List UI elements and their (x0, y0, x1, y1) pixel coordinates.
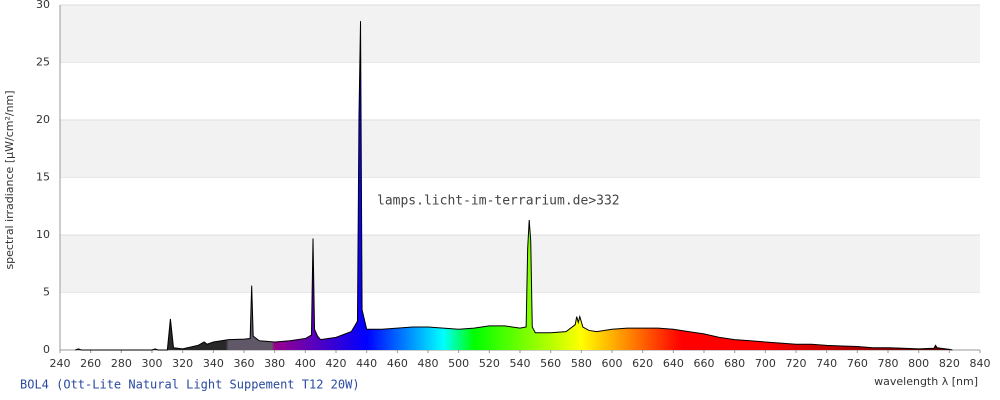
y-tick-label: 20 (36, 113, 50, 126)
x-tick-label: 520 (479, 357, 500, 370)
x-tick-label: 820 (939, 357, 960, 370)
x-tick-label: 740 (816, 357, 837, 370)
x-tick-label: 640 (663, 357, 684, 370)
x-tick-label: 600 (602, 357, 623, 370)
grid-band (60, 235, 980, 293)
chart-title: BOL4 (Ott-Lite Natural Light Suppement T… (20, 378, 360, 392)
x-tick-label: 280 (111, 357, 132, 370)
grid-band (60, 5, 980, 63)
x-tick-label: 560 (540, 357, 561, 370)
y-tick-label: 10 (36, 228, 50, 241)
x-tick-label: 320 (172, 357, 193, 370)
x-tick-label: 340 (203, 357, 224, 370)
x-tick-label: 760 (847, 357, 868, 370)
x-tick-label: 800 (908, 357, 929, 370)
y-tick-label: 25 (36, 56, 50, 69)
x-tick-label: 500 (448, 357, 469, 370)
x-tick-label: 660 (694, 357, 715, 370)
x-tick-label: 700 (755, 357, 776, 370)
spectrum-line (75, 21, 953, 351)
x-tick-label: 240 (50, 357, 71, 370)
x-tick-label: 720 (786, 357, 807, 370)
grid-band (60, 120, 980, 178)
y-tick-label: 15 (36, 171, 50, 184)
x-tick-label: 360 (234, 357, 255, 370)
x-tick-label: 580 (571, 357, 592, 370)
x-tick-label: 460 (387, 357, 408, 370)
y-axis-label: spectral irradiance [µW/cm²/nm] (3, 90, 16, 269)
x-tick-label: 440 (356, 357, 377, 370)
x-tick-label: 780 (878, 357, 899, 370)
x-tick-label: 300 (142, 357, 163, 370)
y-tick-label: 0 (43, 343, 50, 356)
x-tick-label: 400 (295, 357, 316, 370)
y-tick-label: 30 (36, 0, 50, 11)
x-tick-label: 540 (510, 357, 531, 370)
x-tick-label: 620 (632, 357, 653, 370)
x-tick-label: 260 (80, 357, 101, 370)
x-tick-label: 840 (970, 357, 991, 370)
watermark: lamps.licht-im-terrarium.de>332 (377, 194, 620, 209)
x-tick-label: 420 (326, 357, 347, 370)
x-axis-label: wavelength λ [nm] (874, 375, 978, 388)
x-tick-label: 480 (418, 357, 439, 370)
spectrum-area (75, 21, 953, 350)
y-tick-label: 5 (43, 286, 50, 299)
x-tick-label: 380 (264, 357, 285, 370)
x-tick-label: 680 (724, 357, 745, 370)
